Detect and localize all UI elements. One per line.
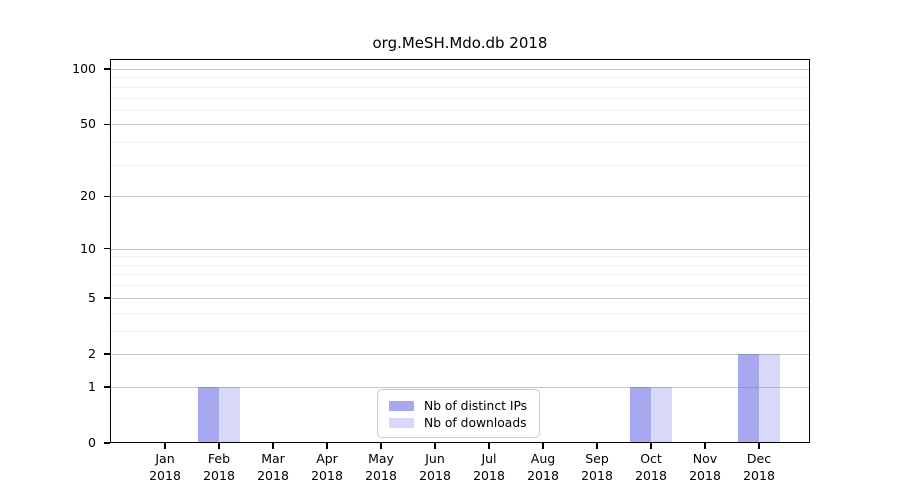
x-axis-year: 2018 xyxy=(635,467,667,483)
x-axis-month: Dec xyxy=(746,451,772,466)
x-axis-month: Nov xyxy=(692,451,718,466)
minor-gridline xyxy=(110,312,810,314)
y-axis-tick xyxy=(104,353,110,355)
bar-distinct-ips xyxy=(198,386,219,443)
y-axis-tick xyxy=(104,386,110,388)
y-axis-tick-label: 20 xyxy=(80,188,96,204)
legend-item-downloads: Nb of downloads xyxy=(389,414,527,431)
plot-area: Nb of distinct IPs Nb of downloads xyxy=(110,59,810,443)
x-axis-tick xyxy=(704,443,706,449)
x-axis-year: 2018 xyxy=(419,467,451,483)
legend-swatch-downloads-icon xyxy=(389,417,414,428)
x-axis-month: Aug xyxy=(530,451,556,466)
x-axis-year: 2018 xyxy=(689,467,721,483)
x-axis-month: Jan xyxy=(155,451,175,466)
y-axis-tick-label: 100 xyxy=(72,61,96,76)
x-axis-tick-label: Oct 2018 xyxy=(619,451,683,484)
minor-gridline xyxy=(110,274,810,276)
x-axis-tick-label: Feb 2018 xyxy=(187,451,251,484)
x-axis-tick-label: Jan 2018 xyxy=(133,451,197,484)
x-axis-year: 2018 xyxy=(149,467,181,483)
bar-distinct-ips xyxy=(738,353,759,443)
x-axis-year: 2018 xyxy=(527,467,559,483)
x-axis-year: 2018 xyxy=(581,467,613,483)
minor-gridline xyxy=(110,97,810,99)
y-axis-tick-label: 5 xyxy=(88,289,96,305)
x-axis-tick xyxy=(272,443,274,449)
bar-downloads xyxy=(219,386,240,443)
x-axis-month: Jul xyxy=(481,451,497,466)
y-axis-tick-label: 2 xyxy=(88,345,96,361)
x-axis-tick-label: Apr 2018 xyxy=(295,451,359,484)
x-axis-month: Apr xyxy=(316,451,338,466)
y-axis-tick-label: 0 xyxy=(88,435,96,450)
major-gridline xyxy=(110,353,810,355)
minor-gridline xyxy=(110,164,810,166)
minor-gridline xyxy=(110,77,810,79)
legend-swatch-distinct-ips-icon xyxy=(389,400,414,411)
minor-gridline xyxy=(110,256,810,258)
x-axis-month: Feb xyxy=(207,451,231,466)
x-axis-tick xyxy=(488,443,490,449)
x-axis-tick xyxy=(218,443,220,449)
major-gridline xyxy=(110,248,810,250)
x-axis-year: 2018 xyxy=(311,467,343,483)
x-axis-tick-label: Mar 2018 xyxy=(241,451,305,484)
bar-distinct-ips xyxy=(630,386,651,443)
major-gridline xyxy=(110,124,810,126)
x-axis-tick-label: Aug 2018 xyxy=(511,451,575,484)
y-axis-tick-label: 50 xyxy=(80,116,96,132)
x-axis-tick xyxy=(164,443,166,449)
minor-gridline xyxy=(110,264,810,266)
x-axis-tick xyxy=(542,443,544,449)
y-axis-tick-label: 10 xyxy=(80,240,96,256)
x-axis-tick-label: May 2018 xyxy=(349,451,413,484)
x-axis-tick xyxy=(326,443,328,449)
minor-gridline xyxy=(110,86,810,88)
x-axis-year: 2018 xyxy=(473,467,505,483)
x-axis-tick-label: Dec 2018 xyxy=(727,451,791,484)
y-axis-tick xyxy=(104,68,110,70)
major-gridline xyxy=(110,386,810,388)
y-axis-tick xyxy=(104,195,110,198)
x-axis-year: 2018 xyxy=(743,467,775,483)
x-axis-year: 2018 xyxy=(257,467,289,483)
chart-title: org.MeSH.Mdo.db 2018 xyxy=(372,34,548,52)
x-axis-year: 2018 xyxy=(203,467,235,483)
y-axis-tick-label: 1 xyxy=(88,378,96,394)
x-axis-tick xyxy=(380,443,382,449)
x-axis-tick-label: Nov 2018 xyxy=(673,451,737,484)
legend-label-distinct-ips: Nb of distinct IPs xyxy=(424,398,528,413)
x-axis-tick xyxy=(650,443,652,449)
y-axis-tick xyxy=(104,123,110,126)
minor-gridline xyxy=(110,142,810,144)
minor-gridline xyxy=(110,330,810,332)
x-axis-tick xyxy=(758,443,760,449)
x-axis-month: Oct xyxy=(640,451,662,466)
minor-gridline xyxy=(110,285,810,287)
x-axis-month: Sep xyxy=(585,451,609,466)
minor-gridline xyxy=(110,109,810,111)
x-axis-tick-label: Sep 2018 xyxy=(565,451,629,484)
y-axis-tick xyxy=(104,247,110,250)
x-axis-month: Mar xyxy=(261,451,285,466)
x-axis-month: May xyxy=(368,451,394,466)
legend-label-downloads: Nb of downloads xyxy=(424,415,527,430)
bar-downloads xyxy=(651,386,672,443)
major-gridline xyxy=(110,297,810,299)
x-axis-month: Jun xyxy=(425,451,445,466)
major-gridline xyxy=(110,196,810,198)
bar-downloads xyxy=(759,353,780,443)
y-axis-tick xyxy=(104,297,110,299)
legend-item-distinct-ips: Nb of distinct IPs xyxy=(389,397,527,414)
x-axis-tick xyxy=(596,443,598,449)
x-axis-tick-label: Jul 2018 xyxy=(457,451,521,484)
x-axis-tick-label: Jun 2018 xyxy=(403,451,467,484)
legend: Nb of distinct IPs Nb of downloads xyxy=(377,389,541,438)
x-axis-tick xyxy=(434,443,436,449)
major-gridline xyxy=(110,69,810,70)
x-axis-year: 2018 xyxy=(365,467,397,483)
y-axis-tick xyxy=(104,442,110,444)
